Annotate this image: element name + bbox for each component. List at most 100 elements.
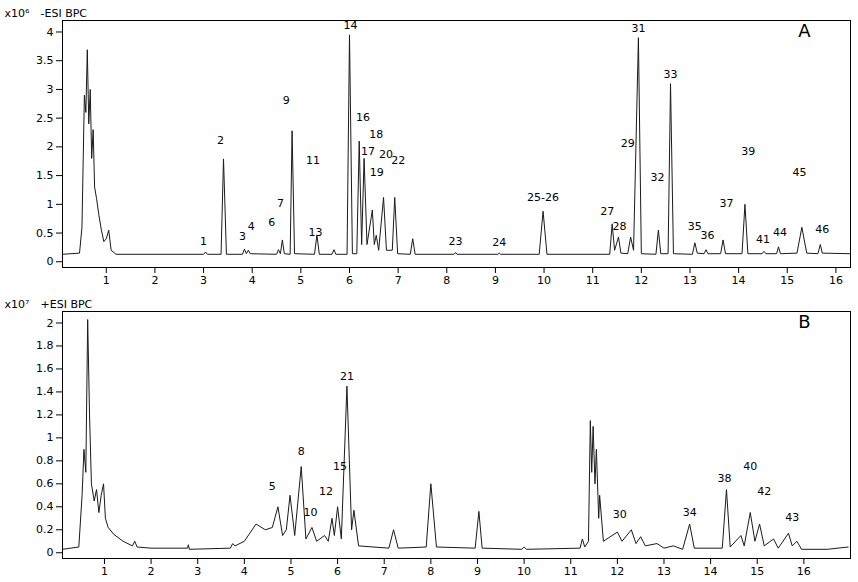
svg-text:14: 14 xyxy=(732,274,746,287)
svg-text:B: B xyxy=(798,311,810,332)
svg-text:32: 32 xyxy=(650,171,664,184)
svg-text:2: 2 xyxy=(47,317,54,330)
svg-text:15: 15 xyxy=(750,565,764,578)
svg-text:36: 36 xyxy=(700,229,714,242)
svg-text:1: 1 xyxy=(103,274,110,287)
svg-text:13: 13 xyxy=(683,274,697,287)
svg-text:9: 9 xyxy=(492,274,499,287)
svg-text:45: 45 xyxy=(792,166,806,179)
svg-text:11: 11 xyxy=(586,274,600,287)
svg-text:21: 21 xyxy=(340,370,354,383)
svg-text:12: 12 xyxy=(634,274,648,287)
svg-text:34: 34 xyxy=(683,506,697,519)
svg-text:14: 14 xyxy=(704,565,718,578)
svg-text:46: 46 xyxy=(815,223,829,236)
svg-text:3: 3 xyxy=(194,565,201,578)
svg-text:13: 13 xyxy=(657,565,671,578)
svg-text:3.5: 3.5 xyxy=(36,54,54,67)
svg-text:5: 5 xyxy=(269,480,276,493)
svg-text:A: A xyxy=(798,20,811,41)
svg-text:27: 27 xyxy=(600,205,614,218)
svg-text:5: 5 xyxy=(287,565,294,578)
svg-text:8: 8 xyxy=(443,274,450,287)
svg-text:1.8: 1.8 xyxy=(36,339,54,352)
svg-text:4: 4 xyxy=(47,26,54,39)
svg-text:13: 13 xyxy=(308,226,322,239)
svg-text:42: 42 xyxy=(757,485,771,498)
svg-text:1.4: 1.4 xyxy=(36,385,54,398)
svg-text:33: 33 xyxy=(664,68,678,81)
svg-text:12: 12 xyxy=(319,485,333,498)
svg-text:44: 44 xyxy=(773,226,787,239)
svg-text:0.5: 0.5 xyxy=(36,227,54,240)
svg-text:3: 3 xyxy=(200,274,207,287)
svg-text:30: 30 xyxy=(613,508,627,521)
svg-text:29: 29 xyxy=(621,137,635,150)
svg-text:19: 19 xyxy=(370,166,384,179)
svg-text:x10⁷: x10⁷ xyxy=(5,298,30,311)
svg-text:6: 6 xyxy=(346,274,353,287)
svg-text:0.2: 0.2 xyxy=(36,523,54,536)
svg-text:2: 2 xyxy=(151,274,158,287)
svg-text:12: 12 xyxy=(610,565,624,578)
svg-text:1.5: 1.5 xyxy=(36,169,54,182)
svg-text:-ESI BPC: -ESI BPC xyxy=(41,7,88,20)
svg-text:3: 3 xyxy=(47,83,54,96)
svg-text:17: 17 xyxy=(361,145,375,158)
svg-text:22: 22 xyxy=(391,154,405,167)
svg-text:7: 7 xyxy=(277,197,284,210)
svg-text:15: 15 xyxy=(780,274,794,287)
svg-text:1: 1 xyxy=(200,235,207,248)
svg-text:16: 16 xyxy=(356,111,370,124)
svg-text:38: 38 xyxy=(718,472,732,485)
svg-text:4: 4 xyxy=(241,565,248,578)
svg-text:0: 0 xyxy=(47,255,54,268)
svg-text:10: 10 xyxy=(537,274,551,287)
svg-text:0: 0 xyxy=(47,546,54,559)
svg-text:23: 23 xyxy=(449,235,463,248)
svg-text:11: 11 xyxy=(564,565,578,578)
svg-text:39: 39 xyxy=(741,145,755,158)
svg-text:40: 40 xyxy=(743,460,757,473)
svg-text:4: 4 xyxy=(249,274,256,287)
svg-text:1: 1 xyxy=(47,198,54,211)
svg-text:41: 41 xyxy=(756,233,770,246)
svg-text:16: 16 xyxy=(797,565,811,578)
svg-text:2.5: 2.5 xyxy=(36,112,54,125)
svg-text:0.6: 0.6 xyxy=(36,477,54,490)
svg-text:7: 7 xyxy=(395,274,402,287)
svg-text:9: 9 xyxy=(474,565,481,578)
svg-text:6: 6 xyxy=(334,565,341,578)
svg-text:8: 8 xyxy=(427,565,434,578)
svg-text:5: 5 xyxy=(297,274,304,287)
svg-text:4: 4 xyxy=(248,220,255,233)
svg-text:2: 2 xyxy=(47,140,54,153)
svg-text:8: 8 xyxy=(298,445,305,458)
svg-text:31: 31 xyxy=(631,22,645,35)
svg-text:1: 1 xyxy=(101,565,108,578)
svg-text:18: 18 xyxy=(369,128,383,141)
svg-text:24: 24 xyxy=(492,236,506,249)
svg-text:37: 37 xyxy=(719,197,733,210)
svg-text:16: 16 xyxy=(829,274,843,287)
svg-text:3: 3 xyxy=(239,230,246,243)
svg-text:2: 2 xyxy=(148,565,155,578)
svg-text:9: 9 xyxy=(283,94,290,107)
svg-text:15: 15 xyxy=(333,460,347,473)
svg-text:1.6: 1.6 xyxy=(36,362,54,375)
svg-text:11: 11 xyxy=(306,154,320,167)
svg-text:0.4: 0.4 xyxy=(36,500,54,513)
svg-text:10: 10 xyxy=(304,506,318,519)
svg-text:x10⁶: x10⁶ xyxy=(5,7,31,20)
svg-text:1: 1 xyxy=(47,431,54,444)
svg-text:28: 28 xyxy=(612,220,626,233)
svg-text:7: 7 xyxy=(381,565,388,578)
svg-text:+ESI BPC: +ESI BPC xyxy=(41,298,93,311)
svg-text:6: 6 xyxy=(268,216,275,229)
svg-text:1.2: 1.2 xyxy=(36,408,54,421)
svg-text:0.8: 0.8 xyxy=(36,454,54,467)
svg-text:25-26: 25-26 xyxy=(527,191,559,204)
svg-text:2: 2 xyxy=(217,134,224,147)
svg-text:43: 43 xyxy=(785,511,799,524)
svg-text:10: 10 xyxy=(517,565,531,578)
